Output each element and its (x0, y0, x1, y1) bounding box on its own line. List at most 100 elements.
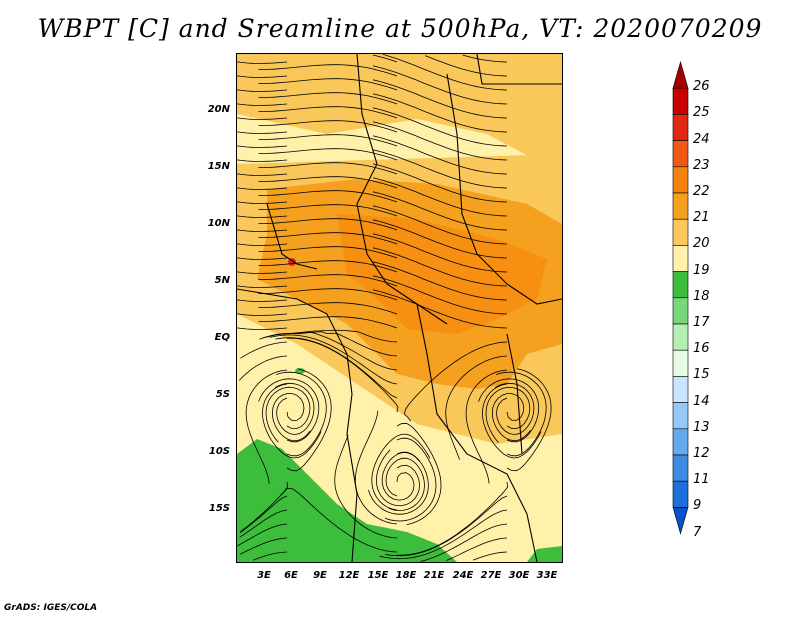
colorbar-label-13: 13 (693, 419, 710, 435)
colorbar-label-17: 17 (693, 315, 710, 330)
streamline (237, 229, 288, 232)
lat-label-15s: 15S (208, 503, 230, 514)
streamline (373, 261, 508, 301)
streamline (271, 393, 311, 442)
streamline (237, 131, 288, 134)
streamline (385, 495, 508, 557)
streamline (396, 481, 509, 556)
streamline (373, 121, 508, 161)
lon-label-21e: 21E (423, 570, 445, 581)
streamline (403, 341, 508, 422)
colorbar-label-25: 25 (693, 105, 710, 121)
colorbar-segment-7 (672, 507, 689, 535)
lon-label-33e: 33E (536, 570, 558, 581)
colorbar-label-19: 19 (693, 262, 710, 278)
streamline (286, 337, 399, 413)
streamline (258, 176, 398, 189)
streamline (237, 257, 288, 260)
streamline (445, 355, 508, 460)
streamline (373, 65, 508, 105)
lon-label-18e: 18E (395, 570, 417, 581)
streamline (258, 218, 398, 231)
streamline (373, 219, 508, 259)
colorbar-label-24: 24 (693, 131, 710, 147)
lat-label-20n: 20N (207, 104, 230, 115)
lon-label-9e: 9E (313, 570, 327, 581)
streamline (371, 433, 431, 511)
streamline (237, 103, 288, 106)
streamline (237, 173, 288, 176)
colorbar-segment-16 (672, 323, 689, 351)
colorbar-segment-18 (672, 271, 689, 299)
streamline (258, 134, 398, 147)
lat-label-5n: 5N (214, 275, 230, 286)
streamline (237, 523, 288, 547)
streamline (237, 271, 288, 274)
colorbar-label-7: 7 (693, 524, 702, 540)
streamline (373, 149, 508, 189)
streamline (245, 369, 288, 484)
streamlines (237, 54, 552, 562)
streamline (375, 449, 420, 506)
colorbar-label-26: 26 (693, 79, 710, 95)
lon-label-15e: 15E (367, 570, 389, 581)
colorbar-segment-13 (672, 402, 689, 430)
streamline (258, 148, 398, 161)
streamline (446, 537, 508, 561)
wbpt-region-south-west (237, 439, 457, 562)
streamline (258, 274, 398, 287)
streamline (373, 205, 508, 245)
streamline (495, 371, 547, 457)
streamline (485, 386, 531, 443)
lon-label-30e: 30E (508, 570, 530, 581)
streamline (237, 215, 288, 218)
colorbar-segment-20 (672, 218, 689, 246)
streamline (379, 509, 508, 560)
colorbar-label-9: 9 (693, 498, 702, 514)
streamline (239, 495, 288, 534)
colorbar-label-11: 11 (693, 472, 710, 488)
colorbar-segment-24 (672, 114, 689, 141)
streamline (239, 355, 288, 381)
streamline (373, 191, 508, 231)
lat-label-eq: EQ (214, 332, 230, 343)
streamline (237, 159, 288, 162)
streamline (237, 187, 288, 190)
lon-label-24e: 24E (452, 570, 474, 581)
colorbar-segment-23 (672, 140, 689, 168)
streamline (280, 488, 398, 553)
colorbar-label-21: 21 (693, 210, 710, 226)
lon-label-6e: 6E (284, 570, 298, 581)
streamline (262, 383, 322, 459)
streamline (237, 201, 288, 204)
streamline (373, 163, 508, 203)
colorbar-segment-12 (672, 428, 689, 456)
streamline (265, 386, 311, 443)
colorbar-segment-25 (672, 87, 689, 115)
streamline (239, 509, 288, 538)
lon-label-3e: 3E (257, 570, 271, 581)
wbpt-core-22 (337, 214, 547, 334)
colorbar-segment-15 (672, 349, 689, 377)
streamline (258, 232, 398, 245)
colorbar-label-20: 20 (693, 236, 710, 252)
streamline (258, 378, 320, 443)
streamline (237, 327, 288, 330)
streamline (258, 78, 398, 91)
colorbar-segment-26 (672, 60, 689, 89)
colorbar-label-22: 22 (693, 184, 710, 199)
colorbar-segment-11 (672, 454, 689, 482)
streamline (385, 457, 425, 512)
streamline (286, 368, 332, 472)
colorbar-label-15: 15 (693, 367, 710, 383)
streamline (373, 289, 508, 329)
streamline (384, 437, 437, 522)
streamline (373, 275, 508, 315)
colorbar-label-12: 12 (693, 446, 710, 461)
colorbar-segment-9 (672, 480, 689, 508)
colorbar-segment-14 (672, 376, 689, 403)
streamline (373, 247, 508, 287)
lat-label-5s: 5S (215, 389, 230, 400)
streamline (258, 120, 398, 133)
streamline (276, 371, 327, 457)
